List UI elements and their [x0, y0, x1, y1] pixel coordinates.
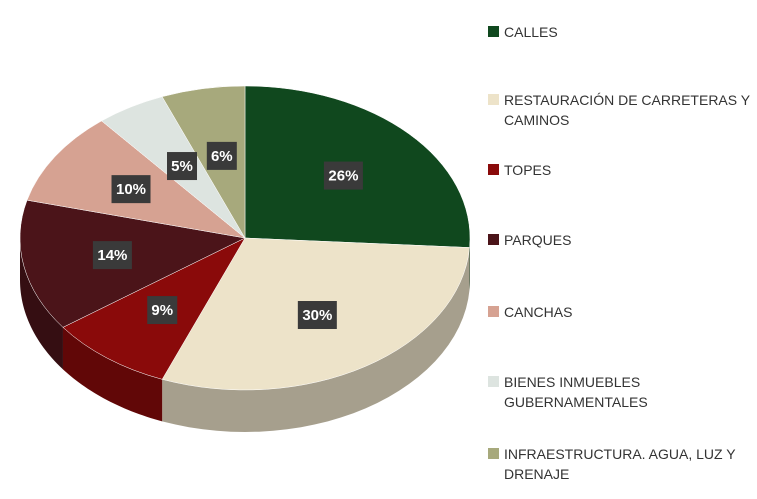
- legend-label: CANCHAS: [504, 304, 573, 320]
- slice-side: [20, 238, 63, 370]
- data-label-box: [92, 241, 132, 270]
- legend-swatch: [488, 94, 499, 105]
- legend-swatch: [488, 234, 499, 245]
- legend-item: CALLES: [488, 22, 757, 42]
- legend-label: CALLES: [504, 24, 558, 40]
- pie-chart: 26% 30% 9% 14% 10% 5% 6%: [19, 85, 471, 432]
- data-label: 14%: [97, 247, 127, 264]
- data-label-box: [297, 301, 337, 330]
- legend-swatch: [488, 306, 499, 317]
- legend-label: PARQUES: [504, 232, 572, 248]
- data-label: 26%: [328, 168, 358, 185]
- data-label: 30%: [302, 307, 332, 324]
- data-label: 10%: [116, 181, 146, 198]
- slice-side: [162, 247, 470, 432]
- legend-label: INFRAESTRUCTURA. AGUA, LUZ Y DRENAJE: [504, 446, 736, 482]
- legend-item: CANCHAS: [488, 302, 757, 322]
- legend-swatch: [488, 164, 499, 175]
- data-label: 6%: [211, 148, 233, 165]
- legend-item: PARQUES: [488, 230, 757, 250]
- legend-swatch: [488, 376, 499, 387]
- slice: [161, 85, 246, 239]
- slice: [19, 199, 246, 328]
- data-label-box: [167, 152, 198, 181]
- legend-item: TOPES: [488, 160, 757, 180]
- data-label-box: [111, 175, 151, 204]
- data-label: 5%: [171, 158, 193, 175]
- legend-label: RESTAURACIÓN DE CARRETERAS Y CAMINOS: [504, 92, 750, 128]
- data-label: 9%: [151, 302, 173, 319]
- legend-item: BIENES INMUEBLES GUBERNAMENTALES: [488, 372, 757, 412]
- legend-swatch: [488, 26, 499, 37]
- data-label-box: [147, 296, 178, 325]
- legend-item: RESTAURACIÓN DE CARRETERAS Y CAMINOS: [488, 90, 757, 130]
- data-label-box: [206, 141, 237, 170]
- legend-label: BIENES INMUEBLES GUBERNAMENTALES: [504, 374, 648, 410]
- legend-swatch: [488, 448, 499, 459]
- data-label-box: [323, 161, 363, 190]
- legend-label: TOPES: [504, 162, 552, 178]
- slice-side: [62, 327, 163, 422]
- legend-item: INFRAESTRUCTURA. AGUA, LUZ Y DRENAJE: [488, 444, 757, 484]
